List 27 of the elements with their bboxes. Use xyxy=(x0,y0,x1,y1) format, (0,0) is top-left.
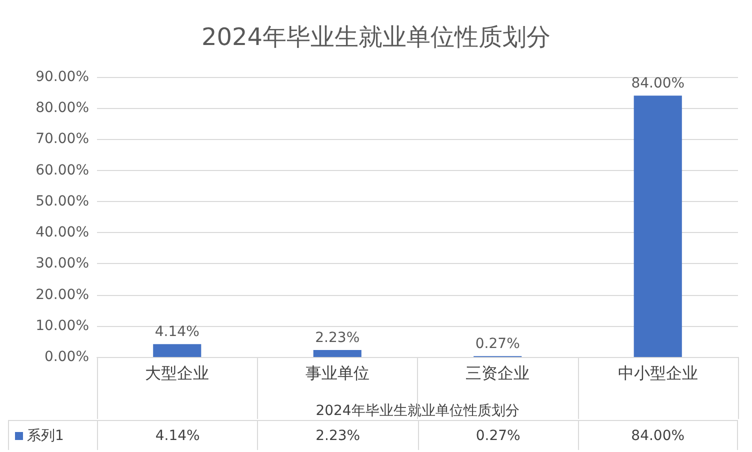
y-tick-label: 0.00% xyxy=(44,349,89,365)
data-label: 2.23% xyxy=(257,420,418,450)
chart-title: 2024年毕业生就业单位性质划分 xyxy=(201,23,551,51)
text: 4.14% xyxy=(154,324,200,340)
x-tick-label: 大型企业 xyxy=(145,364,210,382)
y-tick-label: 70.00% xyxy=(36,131,89,148)
y-tick-label: 40.00% xyxy=(36,224,89,241)
bar xyxy=(634,96,682,357)
text: 0.27% xyxy=(475,336,520,352)
x-tick-label: 事业单位 xyxy=(305,364,370,382)
x-tick-label: 中小型企业 xyxy=(618,364,698,382)
y-tick-label: 50.00% xyxy=(36,193,89,210)
data-label: 0.27% xyxy=(418,420,578,450)
data-label: 84.00% xyxy=(578,420,738,450)
legend-label: 系列1 xyxy=(27,426,64,444)
y-tick-label: 10.00% xyxy=(36,318,89,334)
text: 2.23% xyxy=(315,330,360,346)
text: 84.00% xyxy=(631,76,685,92)
y-tick-label: 90.00% xyxy=(36,69,89,85)
y-tick-label: 60.00% xyxy=(36,162,89,178)
data-label: 4.14% xyxy=(97,420,258,450)
bar xyxy=(313,350,362,357)
y-tick-label: 20.00% xyxy=(36,286,89,303)
x-tick-label: 三资企业 xyxy=(466,364,530,382)
bar xyxy=(153,344,202,357)
y-tick-label: 80.00% xyxy=(36,100,89,116)
y-tick-label: 30.00% xyxy=(36,256,89,272)
